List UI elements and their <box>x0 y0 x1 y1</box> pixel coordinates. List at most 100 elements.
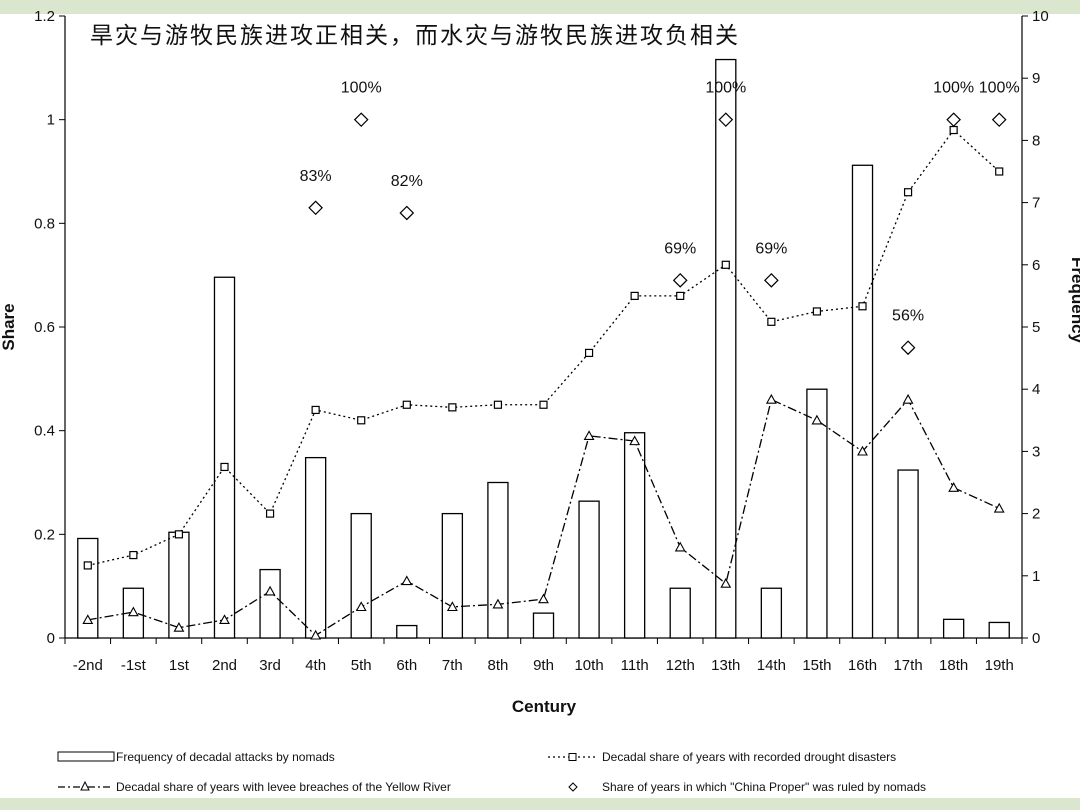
chart-legend: Frequency of decadal attacks by nomads De… <box>57 750 926 794</box>
drought-share-line <box>87 129 1000 567</box>
levee-breach-point <box>765 393 777 404</box>
levee-breach-point <box>993 502 1005 513</box>
drought-share-point <box>721 260 730 269</box>
x-tick-label: -1st <box>121 657 147 674</box>
diamond-series: 83% 100% 82% 69% 100% 69% 56% 100% 100% <box>300 80 1020 356</box>
levee-breach-point <box>583 430 595 441</box>
nomad-rule-percent-label: 69% <box>664 240 696 257</box>
attack-frequency-bar <box>669 587 691 639</box>
drought-share-point <box>903 188 913 197</box>
drought-share-point <box>630 291 639 300</box>
attack-frequency-bar <box>396 624 418 639</box>
y-axis-left-title: Share <box>0 303 18 350</box>
nomad-rule-diamond <box>672 273 688 288</box>
drought-share-point <box>129 550 138 560</box>
levee-breach-point <box>629 435 641 446</box>
nomad-rule-percent-label: 69% <box>755 240 787 257</box>
attack-frequency-bar <box>760 587 783 639</box>
levee-breach-point <box>82 614 94 625</box>
y-right-tick-label: 8 <box>1032 132 1040 149</box>
attack-frequency-bar <box>806 388 828 639</box>
x-tick-label: -2nd <box>73 657 103 674</box>
x-tick-label: 5th <box>351 657 372 674</box>
attack-frequency-bar <box>487 481 509 639</box>
y-right-tick-label: 9 <box>1032 70 1040 87</box>
nomad-rule-percent-label: 83% <box>300 168 332 185</box>
levee-breach-point <box>811 414 823 425</box>
x-axis-title: Century <box>512 697 577 716</box>
y-right-tick-label: 2 <box>1032 506 1040 523</box>
legend-label-drought: Decadal share of years with recorded dro… <box>602 750 896 764</box>
legend-diamond-marker <box>568 782 578 792</box>
drought-share-point <box>812 307 822 316</box>
x-tick-label: 19th <box>985 657 1014 674</box>
y-right-tick-label: 5 <box>1032 319 1040 336</box>
nomad-rule-percent-label: 100% <box>705 80 746 97</box>
slide-title: 旱灾与游牧民族进攻正相关，而水灾与游牧民族进攻负相关 <box>90 23 740 49</box>
y-right-tick-label: 4 <box>1032 381 1040 398</box>
x-tick-label: 17th <box>893 657 922 674</box>
levee-breach-point <box>127 606 139 617</box>
attack-frequency-bar <box>532 612 555 639</box>
y-left-tick-label: 0.8 <box>34 215 55 232</box>
line-series <box>82 125 1005 640</box>
y-axis-right-title: Frequency <box>1068 257 1080 344</box>
x-tick-label: 13th <box>711 657 740 674</box>
drought-share-point <box>995 167 1004 176</box>
legend-levee-marker <box>80 780 90 791</box>
legend-label-diamond: Share of years in which "China Proper" w… <box>602 780 926 794</box>
slide-top-band <box>0 0 1080 14</box>
y-right-tick-label: 3 <box>1032 443 1040 460</box>
levee-breach-point <box>310 629 322 640</box>
attack-frequency-bar <box>715 58 737 639</box>
x-tick-label: 1st <box>169 657 190 674</box>
levee-breach-point <box>401 575 413 586</box>
attack-frequency-bar <box>578 500 600 639</box>
nomad-rule-percent-label: 56% <box>892 308 924 325</box>
y-left-tick-label: 1.2 <box>34 8 55 25</box>
y-left-tick-label: 0.4 <box>34 423 55 440</box>
y-right-tick-label: 10 <box>1032 8 1049 25</box>
nomad-rule-diamond <box>946 112 961 128</box>
levee-breach-point <box>720 577 732 588</box>
levee-breach-point <box>173 622 185 632</box>
levee-breach-point <box>446 601 458 612</box>
levee-breach-point <box>492 598 504 609</box>
attack-frequency-bar <box>77 537 99 639</box>
nomad-rule-percent-label: 82% <box>391 173 423 190</box>
drought-share-point <box>949 125 958 135</box>
legend-bar-swatch <box>57 751 115 762</box>
nomad-rule-diamond <box>900 340 916 356</box>
drought-share-point <box>858 302 867 311</box>
levee-breach-line <box>87 398 1000 637</box>
drought-share-point <box>539 400 548 409</box>
y-left-tick-label: 1 <box>47 112 55 129</box>
nomad-rule-percent-label: 100% <box>979 80 1020 97</box>
levee-breach-point <box>857 445 868 456</box>
levee-breach-point <box>538 593 549 604</box>
y-left-tick-label: 0.2 <box>34 526 55 543</box>
attack-frequency-bar <box>441 512 464 639</box>
nomad-rule-diamond <box>308 200 323 216</box>
drought-share-point <box>767 317 776 326</box>
drought-share-point <box>402 400 411 409</box>
attack-frequency-bar <box>897 469 919 639</box>
nomad-rule-diamond <box>991 112 1007 128</box>
attack-frequency-bar <box>851 164 874 639</box>
x-tick-label: 10th <box>574 657 603 674</box>
legend-drought-marker <box>568 753 577 761</box>
y-right-tick-label: 0 <box>1032 630 1040 647</box>
x-tick-label: 18th <box>939 657 968 674</box>
drought-share-point <box>311 405 320 415</box>
drought-share-point <box>220 462 229 472</box>
x-tick-label: 12th <box>666 657 695 674</box>
nomad-rule-percent-label: 100% <box>341 80 382 97</box>
x-tick-label: 8th <box>487 657 508 674</box>
drought-share-point <box>174 530 184 539</box>
attack-frequency-bar <box>623 432 646 639</box>
x-tick-label: 9th <box>533 657 554 674</box>
x-tick-label: 6th <box>396 657 417 674</box>
x-tick-label: 7th <box>442 657 463 674</box>
attack-frequency-bar <box>942 618 965 639</box>
y-right-tick-label: 1 <box>1032 568 1040 585</box>
